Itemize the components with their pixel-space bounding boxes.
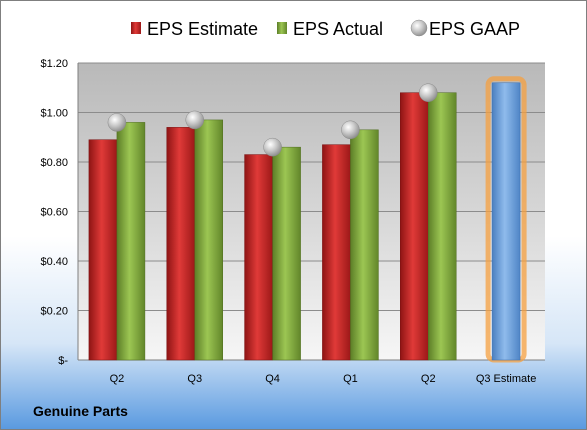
x-tick-label: Q1 — [343, 373, 358, 385]
x-tick-label: Q3 — [187, 373, 202, 385]
eps-gaap-marker — [263, 137, 282, 157]
eps-actual-bar — [116, 122, 146, 361]
eps-actual-bar — [428, 92, 457, 361]
legend-swatch — [277, 22, 287, 34]
y-axis: $- $0.20 $0.40 $0.60 $0.80 $1.00 $1.20 — [40, 58, 79, 367]
legend-swatch — [131, 22, 141, 34]
y-tick-label: $1.00 — [40, 108, 68, 120]
x-axis: Q2 Q3 Q4 Q1 Q2 Q3 Estimate — [110, 373, 537, 385]
legend-label: EPS Estimate — [147, 19, 258, 39]
eps-estimate-bar — [244, 154, 273, 361]
y-tick-label: $0.20 — [40, 306, 68, 318]
legend-label: EPS GAAP — [429, 19, 520, 39]
eps-actual-bar — [272, 146, 301, 361]
eps-estimate-bar — [400, 92, 429, 361]
y-tick-label: $- — [58, 355, 68, 367]
q3-estimate-bar — [491, 82, 521, 361]
x-tick-label: Q4 — [265, 373, 280, 385]
legend-marker — [410, 19, 428, 37]
y-tick-label: $0.40 — [40, 256, 68, 268]
gridlines — [78, 62, 545, 361]
eps-gaap-marker — [185, 110, 204, 130]
eps-actual-bar — [350, 129, 379, 361]
eps-estimate-bar — [166, 127, 195, 361]
eps-gaap-marker — [341, 120, 360, 140]
x-tick-label: Q2 — [110, 373, 125, 385]
legend-label: EPS Actual — [293, 19, 383, 39]
y-tick-label: $0.80 — [40, 157, 68, 169]
company-name: Genuine Parts — [33, 403, 128, 419]
y-tick-label: $1.20 — [40, 58, 68, 70]
bars — [88, 76, 527, 363]
y-tick-label: $0.60 — [40, 207, 68, 219]
x-tick-label: Q2 — [421, 373, 436, 385]
eps-actual-bar — [194, 119, 223, 361]
eps-estimate-bar — [322, 144, 351, 361]
x-tick-label: Q3 Estimate — [476, 373, 537, 385]
eps-gaap-marker — [107, 113, 127, 132]
eps-gaap-marker — [419, 83, 438, 102]
eps-estimate-bar — [88, 139, 118, 361]
legend: EPS Estimate EPS Actual EPS GAAP — [131, 19, 520, 39]
